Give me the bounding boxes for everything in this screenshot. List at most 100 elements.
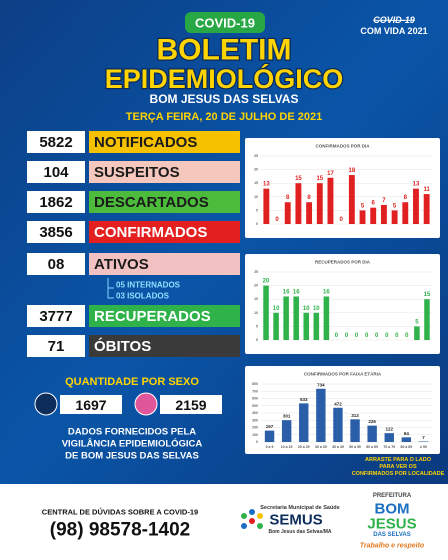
stat-number: 3856 (39, 224, 72, 241)
phone: (98) 98578-1402 (50, 520, 191, 541)
bar (316, 388, 326, 442)
stat-label: NOTIFICADOS (94, 134, 197, 151)
stat-number-box (27, 191, 85, 213)
footer (0, 484, 448, 560)
value-label: 8 (286, 195, 290, 201)
stat-label-box (89, 335, 240, 357)
semus-top: Secretaria Municipal de Saúde (260, 505, 339, 511)
x-tick-label: 20 a 29 (298, 445, 310, 449)
value-label: 0 (339, 217, 343, 223)
swipe-note: PARA VER OS (379, 464, 417, 470)
y-tick-label: 20 (254, 284, 258, 288)
value-label: 16 (323, 289, 330, 295)
value-label: 0 (405, 333, 409, 339)
ativos-detail: 05 INTERNADOS (116, 281, 181, 290)
stat-label: ATIVOS (94, 256, 149, 273)
bar (263, 188, 270, 224)
value-label: 313 (351, 413, 359, 418)
tag-bottom: COM VIDA 2021 (360, 26, 427, 36)
title: BOLETIM (157, 34, 292, 67)
bar (327, 177, 334, 224)
value-label: 734 (317, 382, 325, 387)
y-tick-label: 15 (254, 181, 258, 185)
slogan: Trabalho e respeito (360, 543, 425, 550)
bar (424, 299, 430, 340)
bar (401, 437, 412, 442)
stat-number: 5822 (39, 134, 72, 151)
stat-number-box (27, 335, 85, 357)
chart-panel (245, 138, 440, 238)
bar (414, 326, 420, 340)
female-count: 2159 (175, 397, 206, 413)
bar (283, 296, 289, 340)
y-tick-label: 10 (254, 311, 258, 315)
bar (263, 285, 269, 340)
value-label: 11 (423, 187, 430, 193)
source: DE BOM JESUS DAS SELVAS (65, 451, 199, 462)
stat-label-box (89, 131, 240, 153)
male-box (60, 395, 122, 414)
x-tick-label: 0 a 9 (266, 445, 274, 449)
value-label: 0 (335, 333, 339, 339)
stat-number-box (27, 305, 85, 327)
value-label: 10 (273, 306, 280, 312)
sexo-title: QUANTIDADE POR SEXO (65, 376, 199, 388)
value-label: 0 (385, 333, 389, 339)
bar (370, 207, 377, 224)
semus-logo (241, 509, 263, 529)
y-tick-label: 0 (256, 440, 258, 444)
y-tick-label: 600 (252, 397, 258, 401)
badge-text: COVID-19 (195, 16, 255, 31)
y-tick-label: 15 (254, 297, 258, 301)
value-label: 5 (415, 319, 419, 325)
female-icon (134, 392, 158, 416)
y-tick-label: 400 (252, 411, 258, 415)
y-tick-label: 800 (252, 382, 258, 386)
stat-number: 08 (48, 256, 65, 273)
value-label: 122 (385, 427, 393, 432)
x-tick-label: 40 a 49 (332, 445, 344, 449)
y-tick-label: 300 (252, 418, 258, 422)
y-tick-label: 25 (254, 154, 258, 158)
y-tick-label: 0 (256, 338, 258, 342)
y-tick-label: 5 (256, 324, 258, 328)
bar (284, 202, 291, 224)
value-label: 15 (316, 176, 323, 182)
value-label: 0 (375, 333, 379, 339)
chart-title: RECUPERADOS POR DIA (315, 260, 371, 265)
source: VIGILÂNCIA EPIDEMIOLÓGICA (62, 438, 203, 450)
x-tick-label: 70 a 79 (383, 445, 395, 449)
chart-title: CONFIRMADOS POR DIA (316, 144, 371, 149)
y-tick-label: 5 (256, 208, 258, 212)
value-label: 0 (345, 333, 349, 339)
bar (264, 430, 275, 442)
bracket (107, 278, 114, 299)
bar (391, 210, 398, 224)
female-box (160, 395, 222, 414)
stat-number: 71 (48, 338, 65, 355)
value-label: 10 (313, 306, 320, 312)
value-label: 301 (283, 414, 291, 419)
value-label: 472 (334, 401, 342, 406)
y-tick-label: 25 (254, 270, 258, 274)
swipe-note: ARRASTE PARA O LADO (365, 457, 432, 463)
semus-bottom: Bom Jesus das Selvas/MA (268, 529, 331, 535)
value-label: 18 (349, 168, 356, 174)
stat-label: SUSPEITOS (94, 164, 180, 181)
value-label: 0 (395, 333, 399, 339)
stat-number-box (27, 221, 85, 243)
stat-label-box (89, 305, 240, 327)
value-label: 13 (263, 182, 270, 188)
bar (380, 204, 387, 224)
bar (316, 183, 323, 224)
value-label: 10 (303, 306, 310, 312)
city: BOM JESUS DAS SELVAS (150, 92, 299, 106)
x-tick-label: 80 a 89 (401, 445, 413, 449)
source: DADOS FORNECIDOS PELA (68, 427, 196, 438)
title: EPIDEMIOLÓGICO (105, 63, 344, 94)
value-label: 5 (361, 203, 365, 209)
bar (299, 403, 309, 442)
bar (359, 210, 366, 224)
value-label: 226 (368, 419, 376, 424)
